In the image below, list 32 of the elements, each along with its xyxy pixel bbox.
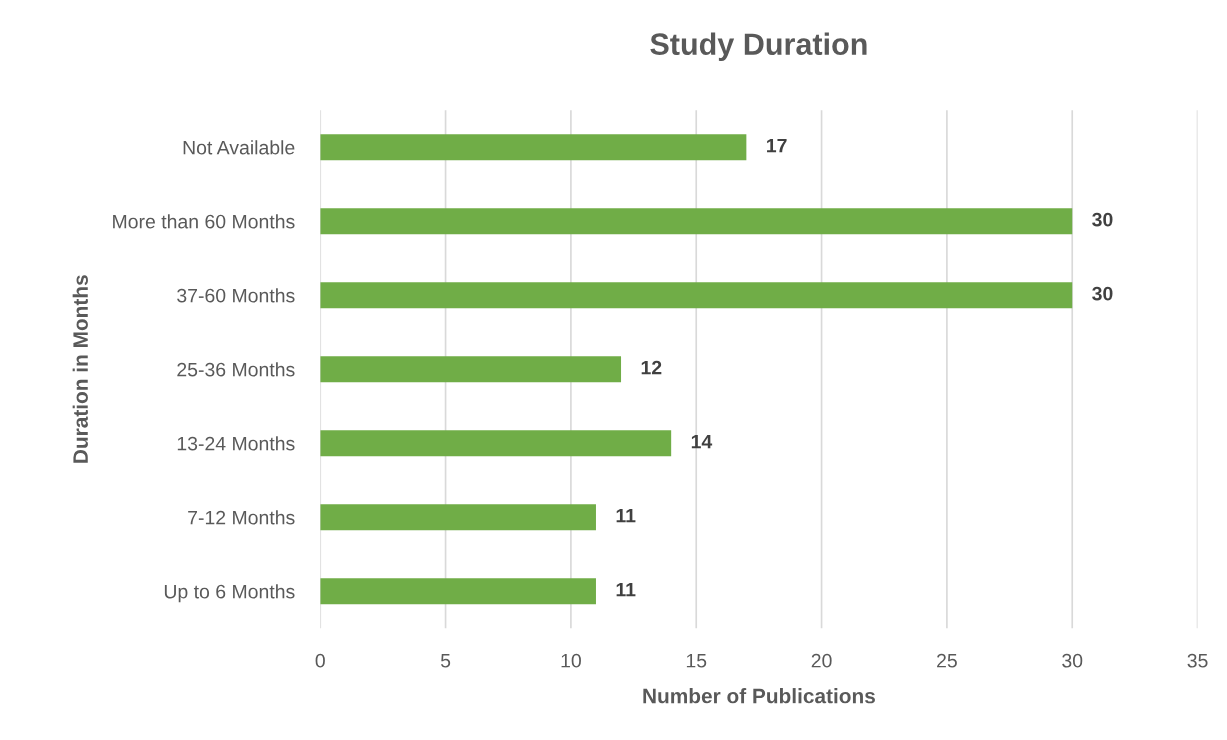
- y-tick-label: 25-36 Months: [177, 362, 295, 377]
- x-tick-label: 10: [561, 653, 581, 668]
- y-tick-label: More than 60 Months: [113, 214, 295, 229]
- y-tick-label: Not Available: [183, 140, 295, 155]
- x-tick-label: 25: [937, 653, 957, 668]
- data-label: 12: [641, 360, 662, 375]
- bar: [320, 504, 596, 531]
- bar: [320, 356, 622, 383]
- y-tick-label: Up to 6 Months: [164, 584, 295, 603]
- y-tick-label: 7-12 Months: [188, 510, 295, 525]
- y-tick-label: 37-60 Months: [177, 288, 295, 303]
- x-tick-label: 35: [1187, 653, 1208, 668]
- x-axis-title: Number of Publications: [643, 688, 875, 704]
- x-tick-label: 5: [440, 653, 451, 668]
- data-label: 14: [691, 434, 713, 449]
- bar: [320, 282, 1073, 309]
- x-tick-label: 30: [1062, 653, 1083, 668]
- bar: [320, 430, 672, 457]
- x-tick-label: 20: [811, 653, 832, 668]
- bar: [320, 578, 596, 605]
- y-tick-label: 13-24 Months: [177, 436, 295, 451]
- x-tick-label: 15: [686, 653, 707, 668]
- y-axis-title: Duration in Months: [72, 275, 88, 463]
- data-label: 11: [616, 582, 636, 597]
- x-tick-label: 0: [315, 653, 325, 668]
- data-label: 11: [616, 508, 636, 523]
- data-label: 17: [767, 138, 787, 153]
- bar: [320, 134, 747, 161]
- chart-title: Study Duration: [650, 32, 867, 62]
- bar: [320, 208, 1073, 235]
- data-label: 30: [1092, 286, 1113, 301]
- data-label: 30: [1092, 212, 1113, 227]
